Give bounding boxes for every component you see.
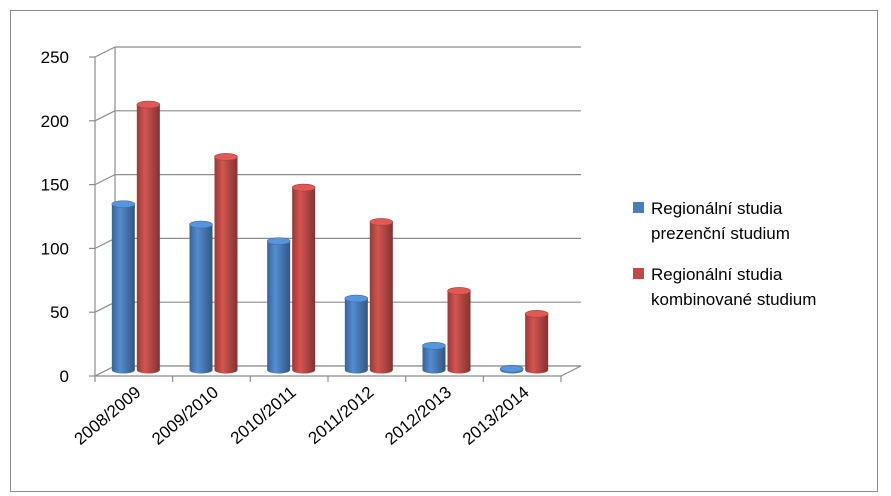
x-tick-label: 2010/2011 (227, 383, 300, 448)
gridline-connector (94, 46, 116, 58)
y-tick-label: 100 (41, 239, 69, 258)
bar-top (291, 183, 316, 192)
gridline-connector (94, 174, 116, 186)
bar-body (447, 290, 471, 374)
legend-swatch-kombinovane (633, 268, 644, 279)
bar-top (266, 237, 291, 245)
bar-prezencni-2010-2011 (266, 237, 291, 374)
bar-body (111, 204, 135, 374)
gridline-connector (94, 301, 116, 313)
x-tick-label: 2013/2014 (459, 383, 533, 449)
bar-body (189, 224, 213, 374)
legend-label-kombinovane: Regionální studia kombinované studium (651, 262, 876, 312)
bar-body (525, 313, 549, 374)
axis-layer (89, 47, 582, 382)
bar-prezencni-2009-2010 (189, 220, 213, 374)
bar-body (292, 187, 316, 374)
bar-kombinovane-2010-2011 (291, 183, 316, 374)
x-tick-label: 2012/2013 (381, 383, 455, 449)
x-tick-label: 2009/2010 (148, 383, 222, 449)
legend-label-prezencni-line1: Regionální studia (651, 199, 783, 218)
x-tick-label: 2011/2012 (305, 383, 378, 448)
bar-kombinovane-2012-2013 (447, 287, 471, 374)
bar-top (344, 294, 369, 303)
bar-body (214, 156, 238, 374)
bar-top (136, 100, 161, 109)
grid-layer (94, 46, 581, 377)
bar-top (214, 153, 238, 161)
bar-prezencni-2008-2009 (111, 200, 136, 374)
bar-kombinovane-2008-2009 (136, 100, 161, 374)
bar-top (111, 200, 136, 208)
legend-item-kombinovane: Regionální studia kombinované studium (633, 262, 883, 312)
legend-label-kombinovane-line1: Regionální studia (651, 265, 783, 284)
gridline-connector (94, 110, 116, 122)
legend-label-kombinovane-line2: kombinované studium (651, 290, 817, 309)
y-tick-label: 0 (60, 367, 69, 386)
bar-top (189, 220, 213, 229)
y-tick-label: 200 (41, 112, 69, 131)
bar-top (422, 341, 446, 350)
bar-prezencni-2011-2012 (344, 294, 369, 374)
legend-label-prezencni: Regionální studia prezenční studium (651, 196, 876, 246)
bar-body (369, 221, 393, 374)
bar-top (447, 287, 471, 295)
bar-body (136, 104, 160, 374)
bar-kombinovane-2009-2010 (214, 153, 238, 374)
bar-top (524, 310, 549, 318)
y-tick-label: 150 (41, 176, 69, 195)
bar-kombinovane-2011-2012 (369, 218, 394, 374)
y-tick-label: 250 (41, 48, 69, 67)
legend-item-prezencni: Regionální studia prezenční studium (633, 196, 883, 246)
y-tick-label: 50 (50, 303, 69, 322)
legend-swatch-prezencni (633, 202, 644, 213)
legend: Regionální studia prezenční studium Regi… (633, 196, 883, 328)
bar-prezencni-2012-2013 (422, 341, 446, 374)
bar-layer (111, 100, 549, 374)
gridline-connector (94, 237, 116, 249)
bar-body (422, 345, 446, 374)
legend-label-prezencni-line2: prezenční studium (651, 224, 790, 243)
x-tick-label: 2008/2009 (71, 383, 145, 449)
bar-top (369, 218, 394, 226)
bar-kombinovane-2013-2014 (524, 310, 549, 374)
bar-body (344, 298, 368, 374)
bar-prezencni-2013-2014 (499, 364, 524, 374)
bar-body (267, 241, 291, 374)
bar-top (499, 364, 524, 373)
